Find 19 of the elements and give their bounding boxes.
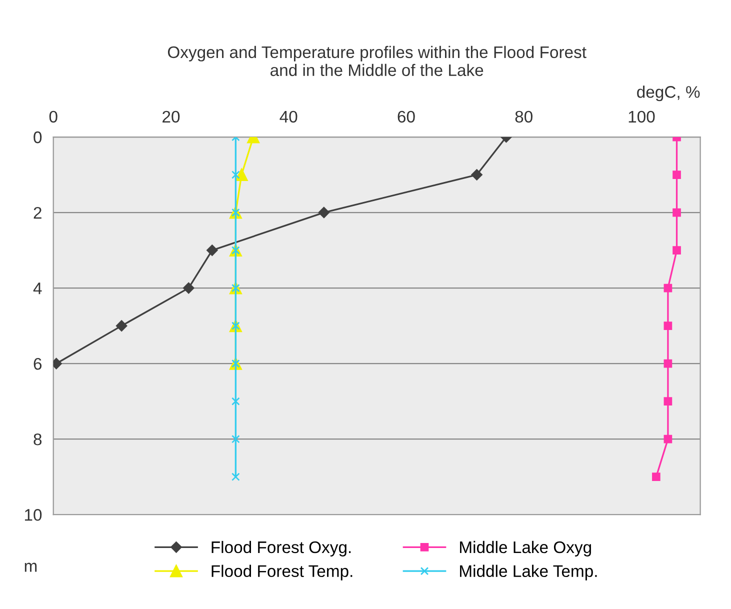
x-tick-label: 0 — [49, 110, 58, 123]
x-tick-label: 80 — [515, 110, 532, 123]
y-tick-label: 2 — [34, 206, 42, 219]
y-tick-label: 10 — [24, 509, 42, 521]
legend-label: Middle Lake Temp. — [460, 564, 597, 580]
chart-title: Oxygen and Temperature profiles within the Flood Forest and in the Middle of the Lake — [168, 46, 586, 76]
x-tick-label: 40 — [280, 110, 298, 123]
x-tick-label: 100 — [628, 110, 655, 123]
y-tick-label: 8 — [34, 433, 42, 446]
y-tick-label: 6 — [34, 358, 42, 370]
x-tick-label: 60 — [398, 110, 415, 123]
x-axis-title: degC, % — [637, 86, 700, 102]
legend-label: Flood Forest Temp. — [212, 564, 352, 580]
legend-label: Flood Forest Oxyg. — [212, 540, 351, 556]
y-tick-label: 0 — [34, 131, 42, 144]
y-tick-label: 4 — [33, 282, 42, 294]
y-axis-title: m — [24, 562, 37, 572]
legend-label: Middle Lake Oxyg — [460, 540, 591, 556]
x-tick-label: 20 — [162, 110, 180, 123]
